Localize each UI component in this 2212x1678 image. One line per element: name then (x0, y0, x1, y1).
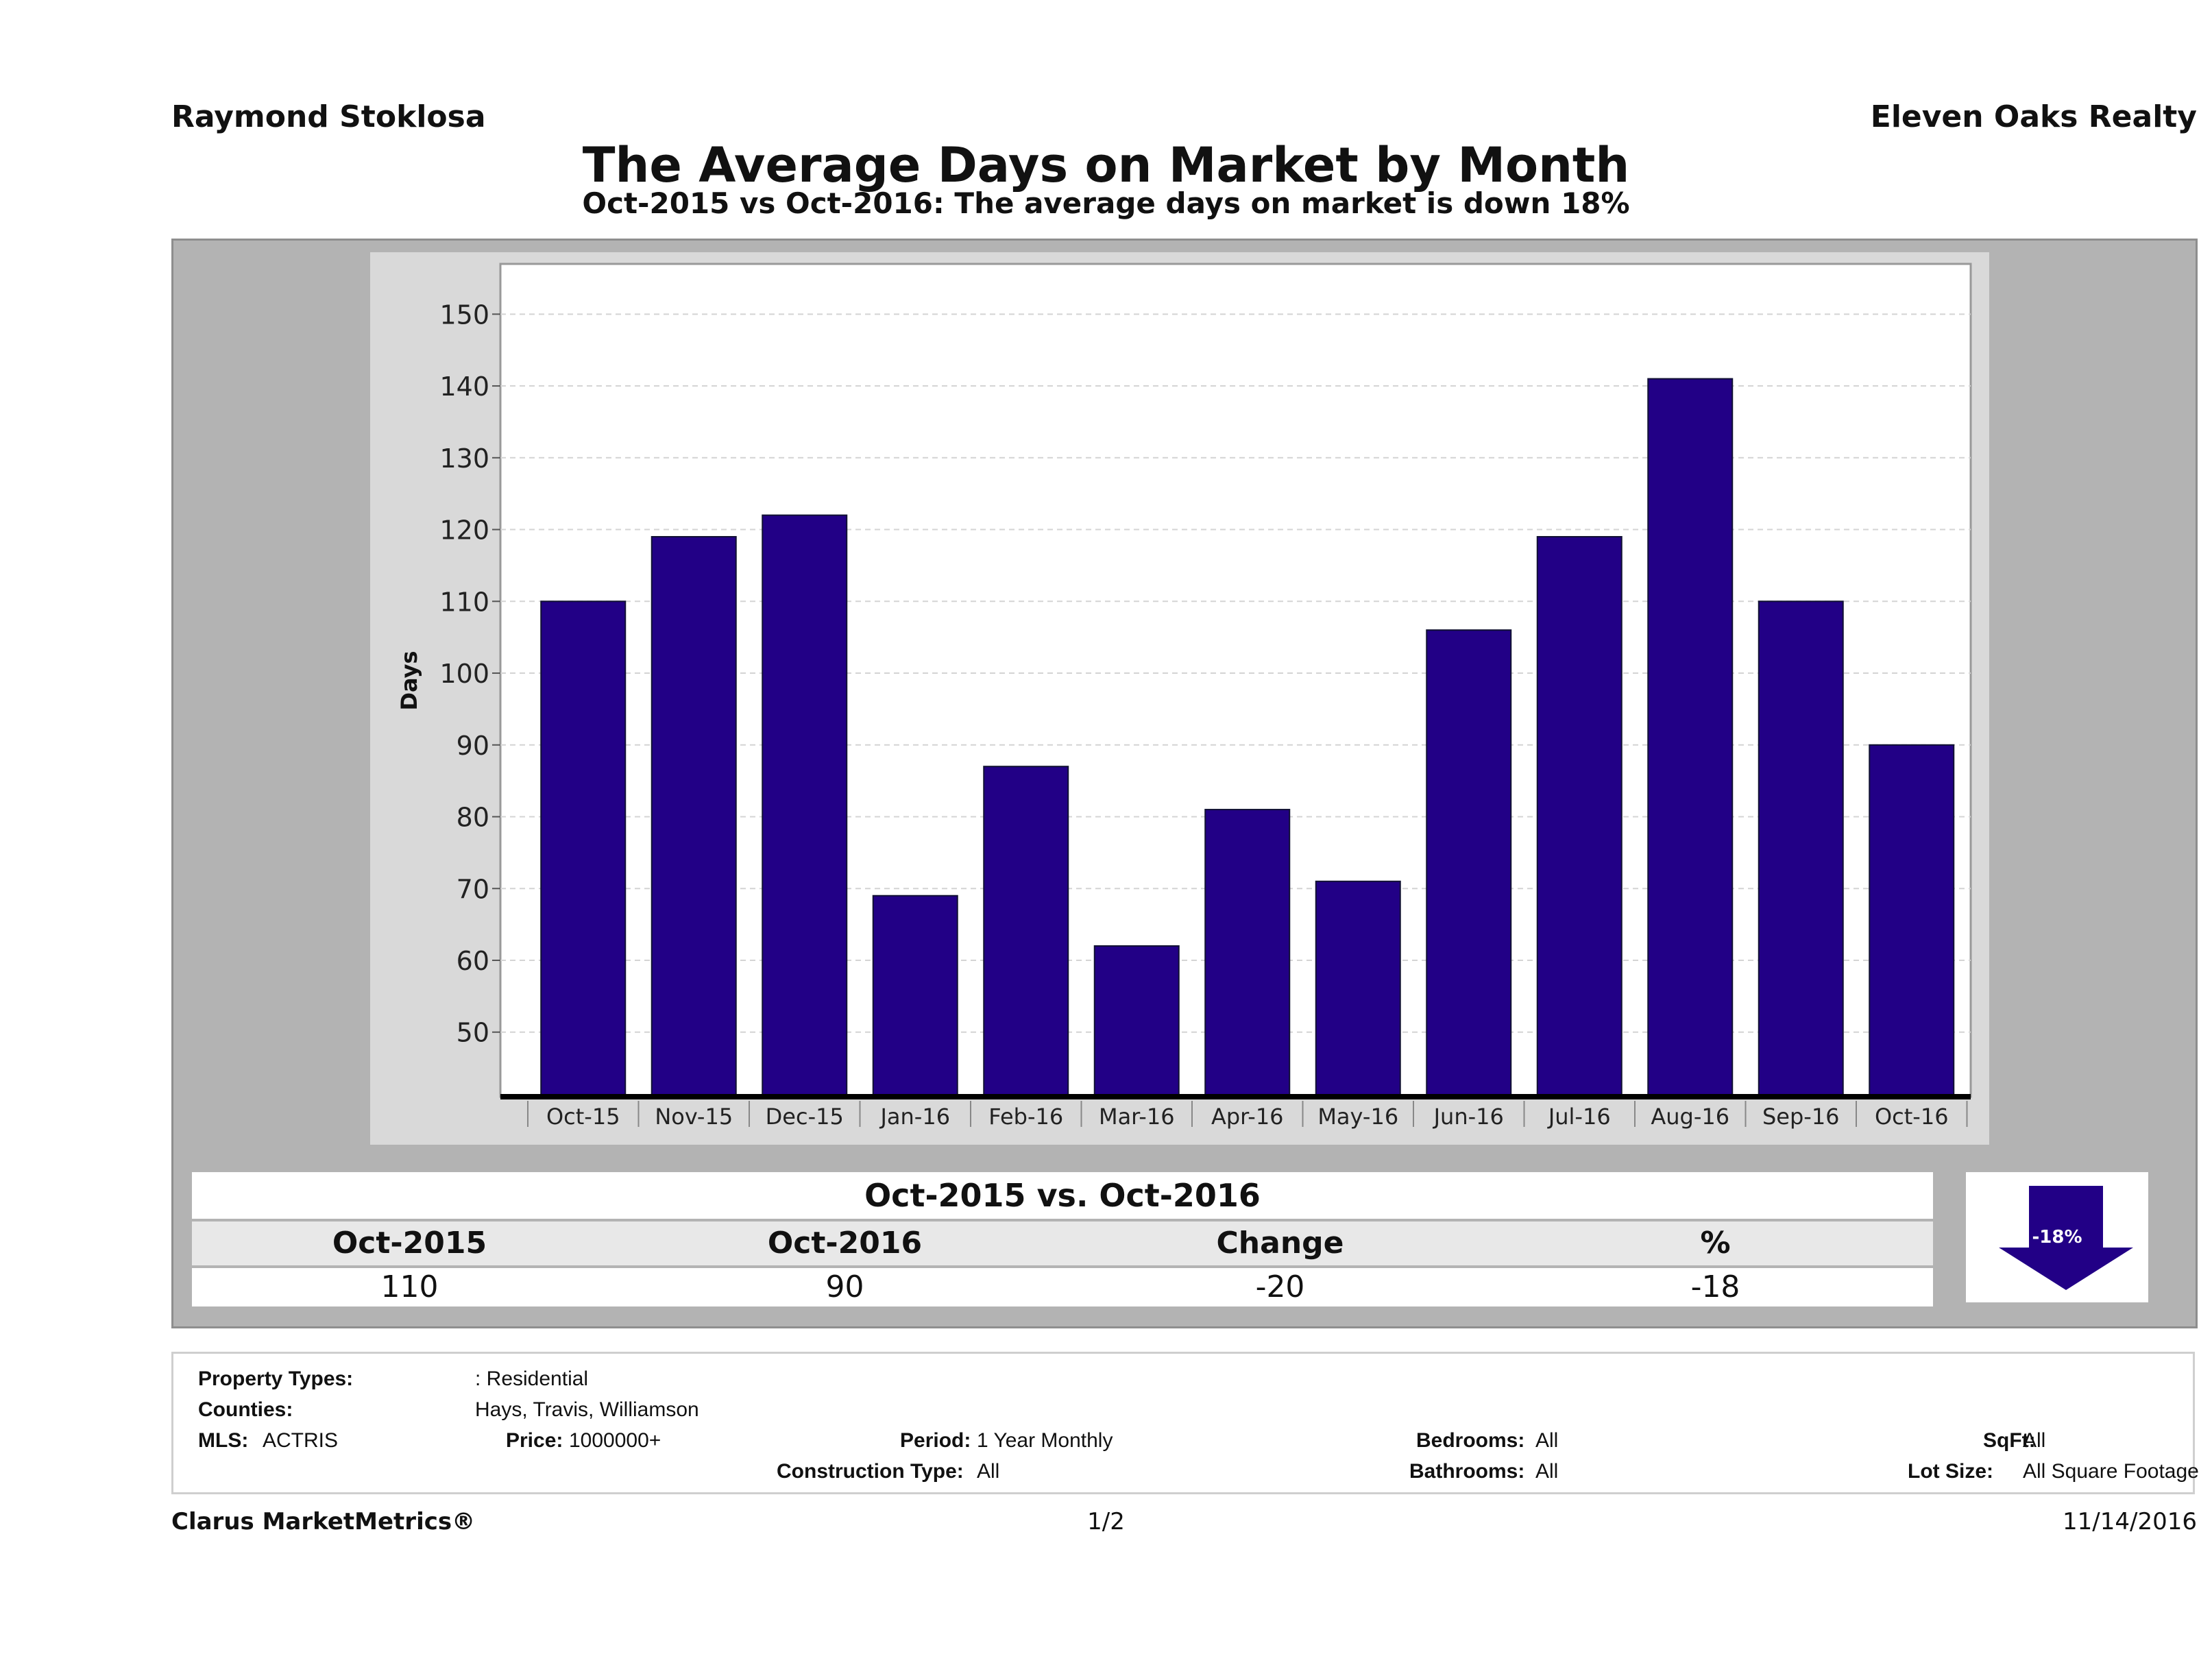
y-tick-label: 80 (457, 803, 489, 833)
bedrooms-label: Bedrooms: (1416, 1429, 1525, 1452)
mls-label: MLS: (198, 1429, 249, 1452)
label-oct-2016: Oct-2016 (767, 1226, 923, 1261)
lot-size-label: Lot Size: (1908, 1460, 1993, 1483)
label-percent: % (1700, 1226, 1731, 1261)
construction-type-value: All (977, 1460, 1000, 1483)
lot-size-value: All Square Footage (2023, 1460, 2199, 1483)
bar (651, 536, 737, 1098)
bar (1093, 945, 1180, 1097)
x-tick-label: Jun-16 (1433, 1104, 1504, 1130)
brokerage-name: Eleven Oaks Realty (1870, 99, 2197, 134)
counties-value: Hays, Travis, Williamson (475, 1398, 699, 1421)
bar (1758, 600, 1844, 1097)
x-tick-label: Oct-15 (546, 1104, 620, 1130)
y-tick-label: 100 (439, 659, 489, 689)
bar (1315, 880, 1401, 1098)
y-tick-label: 70 (457, 874, 489, 904)
x-tick-label: Aug-16 (1651, 1104, 1729, 1130)
x-tick-label: Oct-16 (1875, 1104, 1949, 1130)
property-types-value: : Residential (475, 1367, 589, 1390)
criteria-box: Property Types: : Residential Counties: … (171, 1352, 2199, 1494)
comparison-labels-row: Oct-2015 Oct-2016 Change % (192, 1221, 1933, 1265)
price-value: 1000000+ (569, 1429, 661, 1452)
x-tick-label: Mar-16 (1099, 1104, 1175, 1130)
agent-name: Raymond Stoklosa (171, 99, 486, 134)
bar-chart: 50 60 70 80 90 100 110 120 130 140 150 Days Oct-15 No… (396, 263, 1972, 1130)
value-oct-2015: 110 (380, 1269, 439, 1304)
bar (983, 766, 1069, 1097)
bar (1647, 378, 1734, 1098)
value-oct-2016: 90 (825, 1269, 864, 1304)
down-arrow-icon (1999, 1186, 2133, 1290)
period-value: 1 Year Monthly (977, 1429, 1113, 1452)
footer-brand: Clarus MarketMetrics® (171, 1508, 476, 1535)
value-percent: -18 (1690, 1269, 1740, 1304)
property-types-label: Property Types: (198, 1367, 354, 1390)
y-tick-label: 130 (439, 443, 489, 474)
bar (540, 600, 627, 1097)
bar (872, 895, 958, 1097)
change-badge (1966, 1172, 2148, 1302)
bar (1869, 744, 1955, 1097)
x-tick-label: Nov-15 (655, 1104, 733, 1130)
y-axis-label: Days (396, 650, 422, 710)
comparison-heading: Oct-2015 vs. Oct-2016 (192, 1172, 1933, 1219)
x-tick-label: Sep-16 (1762, 1104, 1840, 1130)
x-tick-label: Apr-16 (1211, 1104, 1284, 1130)
bar (1204, 809, 1291, 1097)
bedrooms-value: All (1535, 1429, 1559, 1452)
bar (1536, 536, 1622, 1098)
footer-date: 11/14/2016 (2063, 1508, 2197, 1535)
sqft-value: All (2023, 1429, 2046, 1452)
x-tick-label: Jan-16 (879, 1104, 950, 1130)
price-label: Price: (506, 1429, 563, 1452)
y-tick-label: 60 (457, 946, 489, 976)
bathrooms-label: Bathrooms: (1409, 1460, 1525, 1483)
footer-page-number: 1/2 (1087, 1508, 1125, 1535)
y-tick-label: 110 (439, 587, 489, 617)
counties-label: Counties: (198, 1398, 293, 1421)
chart-subtitle: Oct-2015 vs Oct-2016: The average days o… (582, 186, 1630, 220)
bar (1426, 629, 1512, 1097)
x-tick-label: May-16 (1317, 1104, 1398, 1130)
x-tick-label: Dec-15 (766, 1104, 844, 1130)
y-tick-label: 120 (439, 515, 489, 546)
chart-title: The Average Days on Market by Month (582, 137, 1630, 193)
construction-type-label: Construction Type: (777, 1460, 964, 1483)
y-tick-label: 90 (457, 731, 489, 761)
comparison-values-row: 110 90 -20 -18 (192, 1268, 1933, 1306)
bathrooms-value: All (1535, 1460, 1559, 1483)
x-tick-label: Jul-16 (1547, 1104, 1611, 1130)
change-badge-label: -18% (2032, 1227, 2082, 1248)
bar (762, 514, 848, 1097)
label-change: Change (1216, 1226, 1344, 1261)
mls-value: ACTRIS (263, 1429, 339, 1452)
x-tick-label: Feb-16 (988, 1104, 1063, 1130)
y-tick-label: 50 (457, 1018, 489, 1048)
y-tick-label: 150 (439, 300, 489, 330)
label-oct-2015: Oct-2015 (332, 1226, 487, 1261)
sqft-label: SqFt: (1983, 1429, 2036, 1452)
y-tick-label: 140 (439, 372, 489, 402)
value-change: -20 (1255, 1269, 1305, 1304)
period-label: Period: (900, 1429, 971, 1452)
